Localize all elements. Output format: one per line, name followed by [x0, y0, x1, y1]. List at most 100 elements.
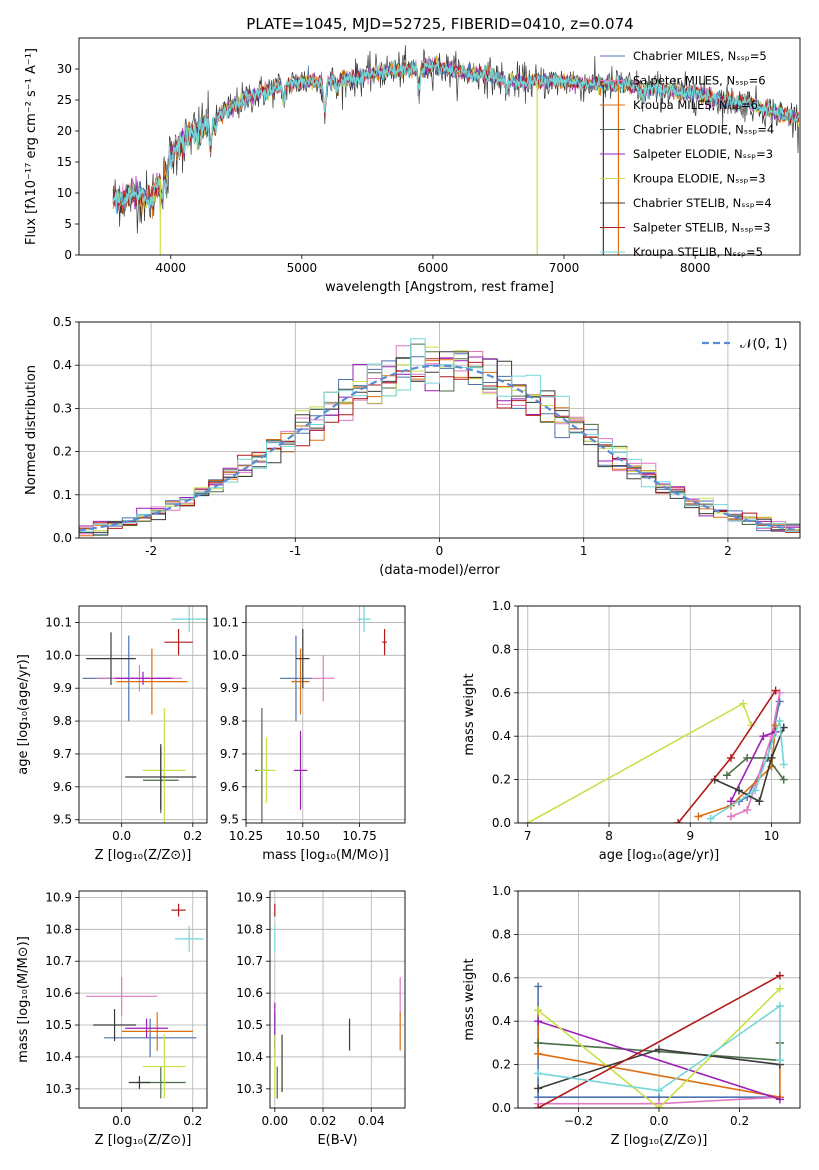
weight-marker	[775, 1056, 784, 1065]
y-tick-label: 0.4	[53, 358, 72, 372]
weight-marker	[534, 1084, 543, 1093]
y-tick-label: 10.6	[236, 986, 263, 1000]
weight-marker	[779, 760, 788, 769]
y-tick-label: 0.6	[492, 686, 511, 700]
weight-marker	[655, 1086, 663, 1095]
y-tick-label: 15	[57, 155, 72, 169]
weight-marker	[751, 786, 760, 795]
x-tick-label: -1	[289, 544, 301, 558]
weight-line	[698, 725, 777, 818]
x-tick-label: 10.25	[229, 829, 263, 843]
axes-frame	[517, 605, 801, 824]
axes-age-vs-mass: 10.25 10.50 10.75 9.5 9.6 9.7 9.8 9.9 10.0 10.1 ma…	[212, 605, 406, 863]
y-tick-label: 9.8	[53, 714, 72, 728]
axes-frame	[78, 37, 801, 256]
y-axis-label: mass weight	[462, 673, 477, 755]
x-tick-label: 6000	[418, 261, 449, 275]
legend-entry: 𝒩(0, 1)	[740, 337, 787, 352]
weight-marker	[743, 753, 752, 762]
x-tick-label: 0.00	[261, 1114, 288, 1128]
weight-marker	[534, 1104, 543, 1108]
weight-marker	[534, 982, 543, 991]
y-tick-label: 10.4	[236, 1050, 263, 1064]
legend-entry: Kroupa MILES, Nₛₛₚ=6	[633, 98, 758, 112]
weight-marker	[706, 814, 715, 823]
y-tick-label: 10.0	[45, 648, 72, 662]
x-tick-label: 4000	[155, 261, 186, 275]
axes-spectrum: 4000 5000 6000 7000 8000 0 5 10 15 20 25 30 waveleng…	[24, 37, 801, 295]
axes-residuals: -2 -1 0 1 2 0.0 0.1 0.2 0.3 0.4 0.5 (data-model)/er…	[24, 315, 801, 578]
y-tick-label: 10.0	[212, 648, 239, 662]
weight-line	[537, 1020, 781, 1101]
y-tick-label: 10.7	[236, 954, 263, 968]
y-tick-label: 30	[57, 62, 72, 76]
weight-marker	[534, 1017, 543, 1026]
x-tick-label: 10.50	[286, 829, 320, 843]
plot-area-age-vs-mass	[255, 606, 387, 823]
y-axis-label: Normed distribution	[24, 365, 39, 495]
axes-frame	[78, 890, 208, 1109]
y-axis-label: age [log₁₀(age/yr)]	[16, 654, 31, 775]
gaussian-curve	[79, 364, 800, 532]
y-tick-label: 0.8	[492, 642, 511, 656]
weight-line	[726, 757, 785, 781]
y-tick-label: 10	[57, 186, 72, 200]
weight-marker	[674, 819, 683, 823]
weight-marker	[775, 717, 784, 726]
y-tick-label: 10.5	[45, 1018, 72, 1032]
y-tick-label: 10.3	[236, 1082, 263, 1096]
x-tick-label: 8000	[680, 261, 711, 275]
plot-area-weight-vs-age	[523, 686, 788, 823]
y-axis-label: mass weight	[462, 958, 477, 1040]
x-axis-label: mass [log₁₀(M/M⊙)]	[262, 848, 389, 863]
x-tick-label: 7000	[549, 261, 580, 275]
y-tick-label: 10.1	[45, 615, 72, 629]
y-tick-label: 5	[64, 217, 72, 231]
y-tick-label: 20	[57, 124, 72, 138]
y-tick-label: 0.3	[53, 401, 72, 415]
figure-title: PLATE=1045, MJD=52725, FIBERID=0410, z=0…	[246, 15, 633, 33]
legend-entry: Salpeter ELODIE, Nₛₛₚ=3	[633, 147, 773, 161]
axes-weight-vs-age: 7 8 9 10 0.0 0.2 0.4 0.6 0.8 1.0 age [log₁₀(age/yr…	[462, 599, 801, 863]
y-tick-label: 0.0	[53, 531, 72, 545]
x-tick-label: 1	[580, 544, 588, 558]
y-tick-label: 9.6	[220, 780, 239, 794]
weight-marker	[523, 819, 532, 823]
weight-marker	[534, 1069, 543, 1078]
weight-marker	[775, 1095, 784, 1104]
legend-entry: Chabrier ELODIE, Nₛₛₚ=4	[633, 123, 774, 137]
weight-marker	[759, 732, 768, 741]
y-axis-label: mass [log₁₀(M/M⊙)]	[16, 936, 31, 1063]
weight-marker	[743, 805, 752, 814]
x-tick-label: 10	[764, 829, 779, 843]
x-axis-label: Z [log₁₀(Z/Z⊙)]	[95, 1133, 192, 1148]
y-tick-label: 0.8	[492, 927, 511, 941]
y-tick-label: 25	[57, 93, 72, 107]
weight-marker	[779, 775, 788, 784]
x-axis-label: E(B-V)	[317, 1133, 357, 1148]
weight-marker	[735, 786, 744, 795]
legend-entry: Salpeter STELIB, Nₛₛₚ=3	[633, 221, 771, 235]
x-axis-label: Z [log₁₀(Z/Z⊙)]	[95, 848, 192, 863]
spectrum-line	[112, 59, 800, 214]
y-tick-label: 9.7	[53, 747, 72, 761]
weight-marker	[775, 971, 784, 980]
x-tick-label: 0.02	[310, 1114, 337, 1128]
y-tick-label: 0.2	[492, 1058, 511, 1072]
x-tick-label: 7	[524, 829, 532, 843]
x-tick-label: 9	[686, 829, 694, 843]
weight-marker	[767, 753, 776, 762]
y-tick-label: 9.5	[53, 813, 72, 827]
y-tick-label: 0.2	[492, 773, 511, 787]
plot-area-weight-vs-Z	[534, 971, 784, 1108]
x-tick-label: 0.0	[649, 1114, 668, 1128]
x-axis-label: age [log₁₀(age/yr)]	[599, 848, 720, 863]
y-tick-label: 9.6	[53, 780, 72, 794]
weight-marker	[771, 686, 780, 695]
y-tick-label: 9.5	[220, 813, 239, 827]
weight-marker	[655, 1104, 663, 1108]
legend-entry: Kroupa STELIB, Nₛₛₚ=5	[633, 245, 763, 259]
y-tick-label: 10.8	[236, 922, 263, 936]
weight-marker	[726, 797, 735, 806]
